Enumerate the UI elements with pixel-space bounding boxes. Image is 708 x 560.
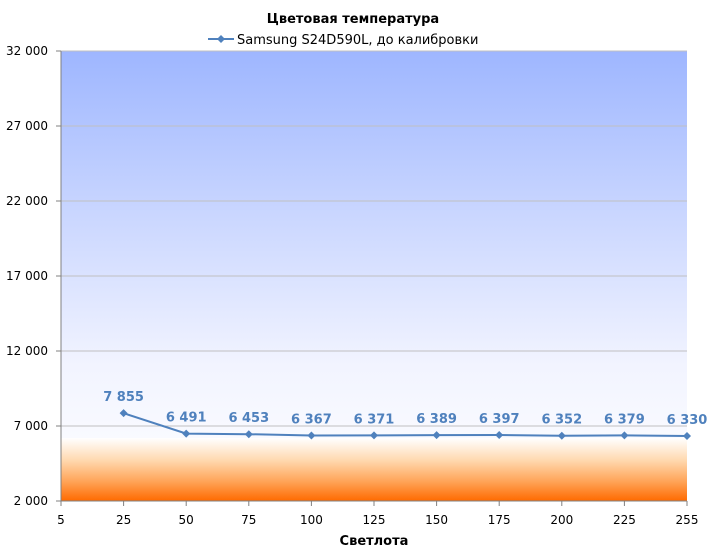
x-tick-label: 255: [676, 513, 699, 527]
y-tick-label: 32 000: [6, 44, 48, 58]
y-tick-label: 7 000: [14, 419, 48, 433]
axes: 2 000 7 000 12 000 17 000 22 000 27 000 32 000…: [6, 44, 698, 527]
x-axis-label: Светлота: [340, 534, 409, 549]
warm-band: [61, 438, 687, 501]
data-point-marker: [683, 432, 691, 441]
y-tick-label: 17 000: [6, 269, 48, 283]
x-tick-label: 75: [241, 513, 256, 527]
data-label: 6 371: [354, 412, 395, 427]
x-tick-label: 200: [550, 513, 573, 527]
data-point-marker: [119, 409, 128, 418]
x-tick-label: 5: [57, 513, 65, 527]
chart-title: Цветовая температура: [267, 12, 439, 27]
data-point-marker: [370, 431, 378, 440]
legend: Samsung S24D590L, до калибровки: [208, 33, 478, 48]
legend-label: Samsung S24D590L, до калибровки: [237, 33, 478, 48]
x-tick-label: 225: [613, 513, 636, 527]
series-layer: 7 855 6 491 6 453 6 367 6 371 6 389 6 397 6 352…: [103, 390, 708, 441]
data-point-marker: [620, 431, 629, 440]
y-tick-label: 27 000: [6, 119, 48, 133]
data-label: 6 379: [604, 412, 645, 427]
data-point-marker: [182, 429, 191, 438]
y-tick-label: 12 000: [6, 344, 48, 358]
legend-marker: [217, 35, 225, 43]
x-tick-label: 25: [116, 513, 131, 527]
y-tick-label: 22 000: [6, 194, 48, 208]
x-tick-label: 100: [300, 513, 323, 527]
x-tick-label: 150: [425, 513, 448, 527]
data-label: 6 367: [291, 412, 332, 427]
y-tick-label: 2 000: [14, 494, 48, 508]
data-point-marker: [432, 431, 441, 440]
x-tick-label: 125: [363, 513, 386, 527]
data-point-marker: [244, 430, 253, 439]
data-point-marker: [495, 431, 504, 440]
data-point-marker: [557, 431, 566, 440]
x-tick-label: 50: [179, 513, 194, 527]
data-label: 6 397: [479, 412, 520, 427]
series-line: [123, 412, 688, 438]
data-label: 6 330: [667, 413, 708, 428]
data-label: 7 855: [103, 390, 144, 405]
data-point-marker: [307, 431, 316, 440]
x-tick-label: 175: [488, 513, 511, 527]
data-label: 6 491: [166, 411, 207, 426]
data-label: 6 389: [416, 412, 457, 427]
data-label: 6 453: [228, 411, 269, 426]
data-label: 6 352: [541, 413, 582, 428]
